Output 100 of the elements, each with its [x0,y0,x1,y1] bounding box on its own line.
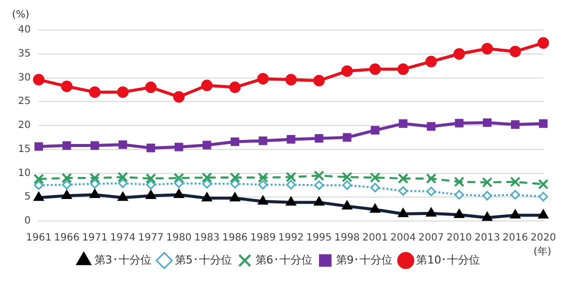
point [230,172,240,183]
point [482,177,492,188]
legend-label: 第5･十分位 [174,253,232,266]
point [482,190,492,200]
x-tick-label: 1998 [334,232,360,244]
x-tick-label: 1980 [166,232,192,244]
point [453,48,465,60]
x-tick-label: 1961 [26,232,52,244]
point [146,144,156,152]
point [90,179,100,189]
point [426,122,436,131]
point [174,172,184,184]
y-tick-label: 40 [18,24,31,36]
point [510,120,520,129]
point [33,174,44,184]
point [314,134,324,143]
point [62,141,72,150]
x-tick-label: 2001 [362,232,388,244]
x-tick-label: 1992 [278,232,304,244]
point [369,63,381,75]
x-tick-label: 2013 [474,232,500,244]
point [314,170,324,181]
y-tick-label: 30 [18,72,31,84]
point [90,141,100,150]
y-tick-label: 10 [18,168,31,179]
x-tick-label: 1966 [54,232,80,244]
x-tick-label: 1974 [110,232,136,244]
x-tick-label: 2010 [446,232,472,244]
y-tick-label: 5 [24,192,31,203]
legend-label: 第10･十分位 [416,253,480,266]
point [174,142,184,152]
point [342,133,352,142]
point [426,173,436,184]
point [257,72,269,84]
point [230,137,240,146]
point [34,180,44,190]
point [258,180,268,190]
point [370,126,380,135]
point [118,172,128,182]
point [285,74,297,86]
legend-label: 第6･十分位 [255,253,312,266]
point [286,135,296,144]
point [117,86,129,98]
point [146,180,156,190]
point [258,172,268,183]
x-tick-label: 2004 [390,232,416,244]
point [454,176,464,188]
point [201,80,213,92]
point [510,176,520,188]
point [118,140,128,149]
x-tick-label: 1989 [250,232,276,244]
point [481,42,493,54]
x-tick-label: 2020 [530,232,556,244]
x-tick-label: 1986 [222,232,248,244]
point [32,74,44,86]
point [342,172,352,182]
point [89,86,101,98]
point [118,178,128,188]
point [510,190,520,200]
point [425,56,437,68]
point [258,136,268,146]
point [286,180,296,190]
point [342,180,352,190]
point [426,186,436,196]
point [454,190,464,200]
legend-label: 第9･十分位 [336,253,393,266]
point [482,118,492,127]
y-axis-title: (%) [12,10,30,21]
y-tick-label: 15 [18,144,31,155]
point [174,178,184,188]
point [229,82,241,94]
point [509,46,521,58]
x-tick-label: 2016 [502,232,528,244]
point [398,119,408,128]
point [538,178,549,190]
point [454,118,464,128]
point [202,172,212,183]
point [202,179,212,189]
legend-label: 第3･十分位 [94,253,152,266]
point [62,180,72,190]
point [314,180,324,190]
x-tick-label: 1995 [306,232,332,244]
point [398,173,408,184]
x-tick-label: 1971 [82,232,108,244]
point [341,65,353,77]
point [145,82,157,94]
point [286,172,296,182]
point [146,173,156,184]
x-tick-label: 2007 [418,232,444,244]
point [398,186,408,196]
y-tick-label: 20 [18,120,31,132]
y-tick-label: 0 [24,216,31,227]
point [538,119,548,128]
point [173,91,185,103]
point [34,142,44,151]
point [230,179,240,189]
point [538,37,550,49]
y-tick-label: 35 [18,48,31,60]
point [90,172,100,184]
point [202,140,212,150]
